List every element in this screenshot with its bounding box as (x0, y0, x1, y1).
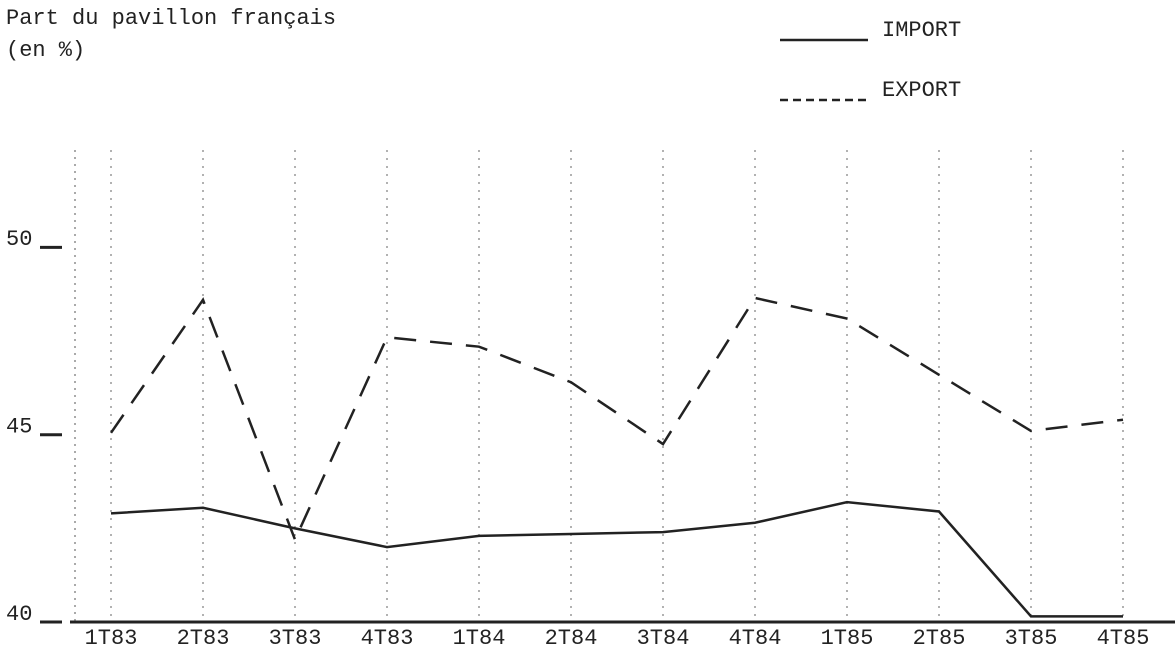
legend-label: EXPORT (882, 78, 961, 103)
x-tick-label: 1T85 (821, 626, 874, 650)
series-line (109, 296, 1124, 543)
x-tick-label: 4T84 (729, 626, 782, 650)
y-tick-label: 50 (6, 227, 32, 252)
x-tick-label: 1T83 (85, 626, 138, 650)
series-line (110, 500, 1123, 618)
x-tick-label: 2T83 (177, 626, 230, 650)
y-tick-label: 45 (6, 415, 32, 440)
x-tick-label: 3T85 (1005, 626, 1058, 650)
chart-subtitle: (en %) (6, 38, 85, 63)
x-tick-label: 2T84 (545, 626, 598, 650)
x-tick-label: 3T83 (269, 626, 322, 650)
x-tick-label: 3T84 (637, 626, 690, 650)
x-tick-label: 4T83 (361, 626, 414, 650)
y-tick-label: 40 (6, 602, 32, 627)
chart-title: Part du pavillon français (6, 6, 336, 31)
x-tick-label: 2T85 (913, 626, 966, 650)
x-tick-label: 1T84 (453, 626, 506, 650)
x-tick-label: 4T85 (1097, 626, 1150, 650)
legend-label: IMPORT (882, 18, 961, 43)
